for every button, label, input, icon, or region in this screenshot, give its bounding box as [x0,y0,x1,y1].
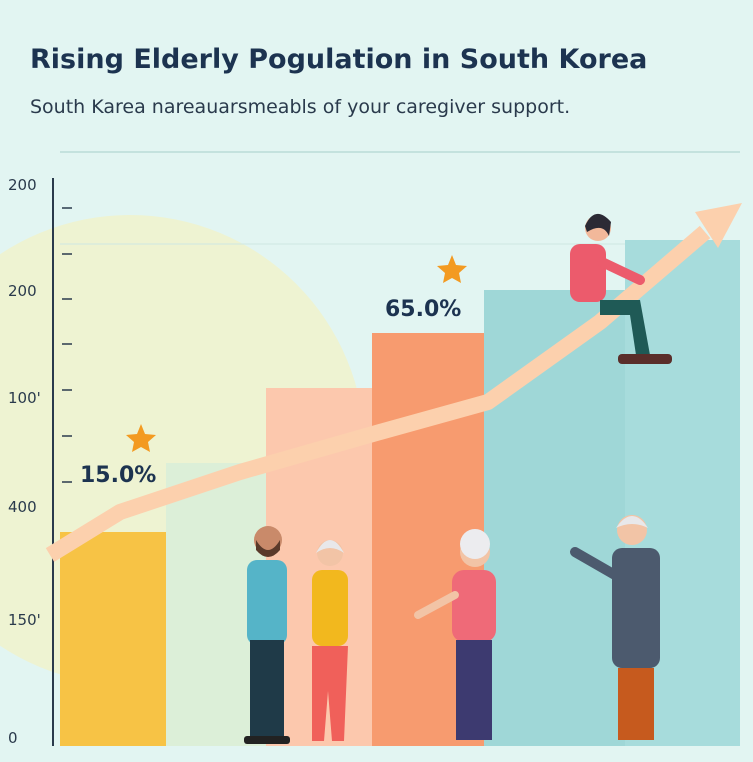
axis-labels: 200 200 100' 400 150' 0 [8,176,41,747]
axis-label: 200 [8,282,37,300]
star [437,255,467,283]
ticks [62,207,72,483]
arrow-head [695,203,742,248]
star [126,424,156,452]
axis-label: 200 [8,176,37,194]
person-elder-woman [414,529,496,740]
axis-label: 400 [8,498,37,516]
bar [484,290,625,746]
axis-label: 0 [8,729,18,747]
annotation: 65.0% [385,297,461,322]
trend-arrow [45,225,711,562]
title: Rising Elderly Pogulation in South Korea [30,44,647,75]
person-sitting [570,213,672,364]
axis-label: 150' [8,611,41,629]
person-man [244,526,290,744]
axis-label: 100' [8,389,41,407]
annotation: 15.0% [80,463,156,488]
subtitle: South Karea nareauarsmeabls of your care… [30,96,570,118]
person-woman [312,540,348,741]
person-elder-man [570,515,660,740]
bar [60,532,166,746]
